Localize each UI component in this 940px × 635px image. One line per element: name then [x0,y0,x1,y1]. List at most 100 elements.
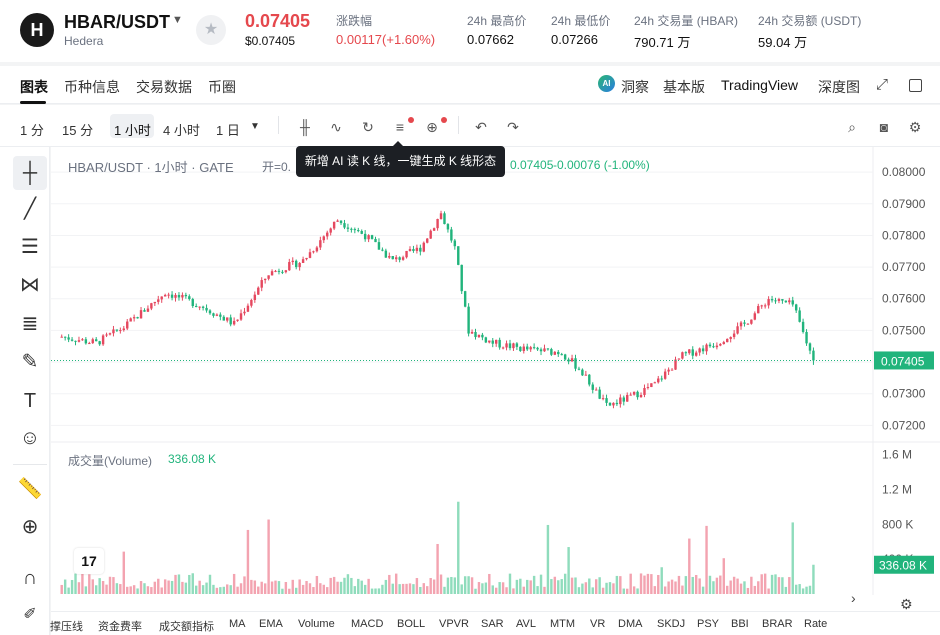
indicator-16[interactable]: BBI [731,618,749,630]
search-icon[interactable]: ⌕ [848,119,856,135]
volume-bar [515,579,519,594]
indicator-12[interactable]: VR [590,618,606,630]
window-icon[interactable] [909,79,922,92]
volume-bar [481,583,484,594]
star-icon[interactable]: ★ [196,15,226,45]
add-icon[interactable]: ⊕ [426,119,438,135]
camera-icon[interactable]: ◙ [879,119,889,135]
candle-body [722,342,725,345]
indicator-15[interactable]: PSY [697,618,720,630]
indicator-14[interactable]: SKDJ [657,618,686,630]
parallel-lines-icon[interactable]: ☰ [21,236,39,258]
candle-body [619,397,622,405]
chevron-right-icon[interactable]: › [851,590,856,606]
candle-body [446,224,450,230]
volume-bar [81,573,84,594]
crosshair-icon[interactable]: ┼ [13,156,47,190]
undo-icon[interactable]: ↶ [475,119,487,135]
interval-1m[interactable]: 1 分 [20,123,44,138]
volume-bar [608,582,612,594]
interval-1d[interactable]: 1 日 [216,123,240,138]
trendline-icon[interactable]: ╱ [23,198,37,220]
volume-legend-label: 成交量(Volume) [68,454,153,468]
volume-bar [581,583,584,594]
candle-body [74,340,77,342]
pencil-icon[interactable]: ✐ [23,606,37,623]
volume-bar [474,588,477,594]
candle-body [715,345,719,348]
tab-trading-data[interactable]: 交易数据 [136,79,192,95]
volume-bar [598,577,601,594]
interval-4h[interactable]: 4 小时 [163,123,200,138]
volume-legend-value: 336.08 K [168,452,217,466]
indicator-9[interactable]: SAR [481,618,504,630]
indicator-3[interactable]: MA [229,618,246,630]
candle-body [170,294,174,298]
candle-type-icon[interactable]: ╫ [300,119,310,135]
pair-title[interactable]: HBAR/USDT [64,12,170,32]
tradingview-logo[interactable]: 17 [74,548,104,574]
fibonacci-icon[interactable]: ≣ [21,313,39,335]
coin-name: Hedera [64,34,104,48]
candle-body [494,339,498,344]
ai-kline-icon[interactable]: ≡ [395,119,405,135]
gear-icon[interactable]: ⚙ [908,119,922,135]
chart-area[interactable] [51,147,940,595]
volume-bar [408,583,412,594]
indicator-10[interactable]: AVL [516,618,536,630]
magnet-icon[interactable]: ∩ [22,567,38,589]
brush-icon[interactable]: ✎ [21,351,39,373]
indicator-1[interactable]: 资金费率 [98,621,142,633]
chevron-down-icon[interactable]: ▼ [172,14,183,26]
volume-bar [770,574,774,594]
candle-body [626,394,629,402]
tab-chart[interactable]: 图表 [20,79,48,95]
interval-15m[interactable]: 15 分 [62,123,94,138]
indicators-icon[interactable]: ∿ [330,119,342,135]
candle-body [312,251,315,253]
volume-bar [281,588,284,594]
tab-insight[interactable]: 洞察 [621,79,649,95]
candle-body [257,287,260,295]
settings-icon[interactable]: ⚙ [900,596,913,612]
tab-tradingview[interactable]: TradingView [721,77,799,93]
indicator-7[interactable]: BOLL [397,618,426,630]
chevron-down-icon[interactable]: ▼ [250,121,260,132]
volume-bar [691,576,694,594]
stat-change-value: 0.00117(+1.60%) [336,32,436,47]
tab-depth[interactable]: 深度图 [818,79,860,95]
indicator-4[interactable]: EMA [259,618,283,630]
ruler-icon[interactable]: 📏 [17,478,43,500]
fullscreen-icon[interactable]: ⤢ [876,76,889,93]
indicator-6[interactable]: MACD [351,618,384,630]
price-tick-label: 0.07800 [882,228,926,242]
interval-1h[interactable]: 1 小时 [114,123,151,138]
volume-bar [701,586,705,594]
indicator-13[interactable]: DMA [618,618,643,630]
text-icon[interactable]: T [23,390,37,412]
indicator-8[interactable]: VPVR [439,618,469,630]
time-axis[interactable] [51,595,940,611]
emoji-icon[interactable]: ☺ [19,427,41,449]
indicator-17[interactable]: BRAR [762,618,793,630]
indicator-0[interactable]: 撑压线 [50,621,83,633]
stat-high-value: 0.07662 [467,32,514,47]
tab-basic[interactable]: 基本版 [663,79,705,95]
volume-bar [101,581,105,594]
tab-coin-info[interactable]: 币种信息 [64,79,120,95]
candle-body [405,250,408,258]
candle-body [805,331,808,344]
tab-community[interactable]: 币圈 [208,79,236,95]
indicator-5[interactable]: Volume [298,618,335,630]
indicator-11[interactable]: MTM [550,618,576,630]
candle-body [532,347,536,349]
redo-icon[interactable]: ↷ [507,119,519,135]
replay-icon[interactable]: ↻ [362,119,374,135]
zoom-in-icon[interactable]: ⊕ [21,516,39,538]
pattern-icon[interactable]: ⋈ [20,274,40,296]
indicator-2[interactable]: 成交额指标 [159,621,214,633]
candle-body [332,221,336,229]
indicator-18[interactable]: Rate [804,618,828,630]
